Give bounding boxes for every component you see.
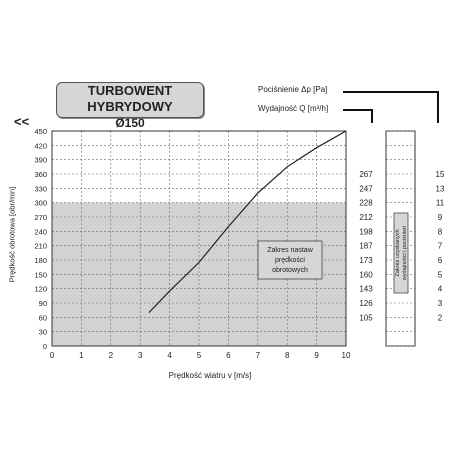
x-tick-label: 4 xyxy=(167,351,172,360)
y-tick-label: 180 xyxy=(34,256,47,265)
pressure-tick-label: 247 xyxy=(359,184,373,193)
plot-frame xyxy=(51,130,347,347)
chart-title: TURBOWENT HYBRYDOWY xyxy=(87,83,173,114)
x-axis-label: Prędkość wiatru v [m/s] xyxy=(168,371,252,380)
x-tick-label: 6 xyxy=(226,351,231,360)
x-tick-label: 7 xyxy=(256,351,261,360)
x-tick-label: 3 xyxy=(138,351,143,360)
side-annotation-text: Zakres uzyskanych xyxy=(395,229,401,276)
y-tick-label: 270 xyxy=(34,213,47,222)
y-tick-label: 450 xyxy=(34,127,47,136)
x-tick-label: 0 xyxy=(50,351,55,360)
pressure-tick-label: 228 xyxy=(359,199,373,208)
x-tick-label: 2 xyxy=(109,351,114,360)
flow-tick-label: 8 xyxy=(438,227,443,236)
pressure-tick-label: 173 xyxy=(359,256,373,265)
pressure-tick-label: 187 xyxy=(359,242,373,251)
flow-tick-label: 9 xyxy=(438,213,443,222)
x-tick-label: 8 xyxy=(285,351,290,360)
pressure-tick-label: 198 xyxy=(359,227,373,236)
pressure-tick-label: 143 xyxy=(359,285,373,294)
flow-tick-label: 11 xyxy=(436,199,445,208)
y-tick-label: 420 xyxy=(34,141,47,150)
x-tick-label: 5 xyxy=(197,351,202,360)
pressure-tick-label: 160 xyxy=(359,270,373,279)
pressure-tick-label: 267 xyxy=(359,170,373,179)
annotation-text: obrotowych xyxy=(272,267,308,274)
y-tick-label: 60 xyxy=(39,313,47,322)
right-grid-frame xyxy=(385,130,416,347)
y-tick-label: 90 xyxy=(39,299,47,308)
flow-tick-label: 6 xyxy=(438,256,443,265)
flow-tick-label: 7 xyxy=(438,242,443,251)
y-tick-label: 240 xyxy=(34,227,47,236)
y-tick-label: 390 xyxy=(34,156,47,165)
y-tick-label: 330 xyxy=(34,184,47,193)
x-tick-label: 10 xyxy=(342,351,351,360)
x-tick-label: 1 xyxy=(79,351,84,360)
flow-tick-label: 3 xyxy=(438,299,443,308)
chart-subtitle: Ø150 xyxy=(115,116,145,130)
chart-title-box: TURBOWENT HYBRYDOWY Ø150 xyxy=(56,82,204,130)
flow-tick-label: 2 xyxy=(438,313,443,322)
side-annotation-box xyxy=(393,212,409,294)
annotation-box xyxy=(257,240,323,280)
x-tick-label: 9 xyxy=(314,351,319,360)
y-tick-label: 210 xyxy=(34,242,47,251)
side-annotation-text: wydajności i pociśnień xyxy=(402,226,408,281)
flow-tick-label: 4 xyxy=(438,285,443,294)
y-tick-label: 300 xyxy=(34,199,47,208)
pressure-tick-label: 105 xyxy=(359,313,373,322)
pressure-header: Pociśnienie Δp [Pa] xyxy=(258,85,328,94)
pressure-tick-label: 212 xyxy=(359,213,373,222)
series-line xyxy=(148,130,347,314)
flow-header: Wydajność Q [m³/h] xyxy=(258,104,329,113)
flow-tick-label: 5 xyxy=(438,270,443,279)
annotation-text: prędkości xyxy=(275,257,305,264)
y-tick-label: 150 xyxy=(34,270,47,279)
flow-tick-label: 15 xyxy=(436,170,445,179)
back-chevron-icon[interactable]: << xyxy=(14,114,30,129)
annotation-text: Zakres nastaw xyxy=(267,247,313,254)
y-tick-label: 360 xyxy=(34,170,47,179)
y-tick-label: 0 xyxy=(43,342,47,351)
flow-tick-label: 13 xyxy=(436,184,445,193)
pressure-tick-label: 126 xyxy=(359,299,373,308)
flow-connector-line xyxy=(343,109,373,123)
pressure-connector-line xyxy=(343,91,439,123)
y-tick-label: 30 xyxy=(39,328,47,337)
y-tick-label: 120 xyxy=(34,285,47,294)
